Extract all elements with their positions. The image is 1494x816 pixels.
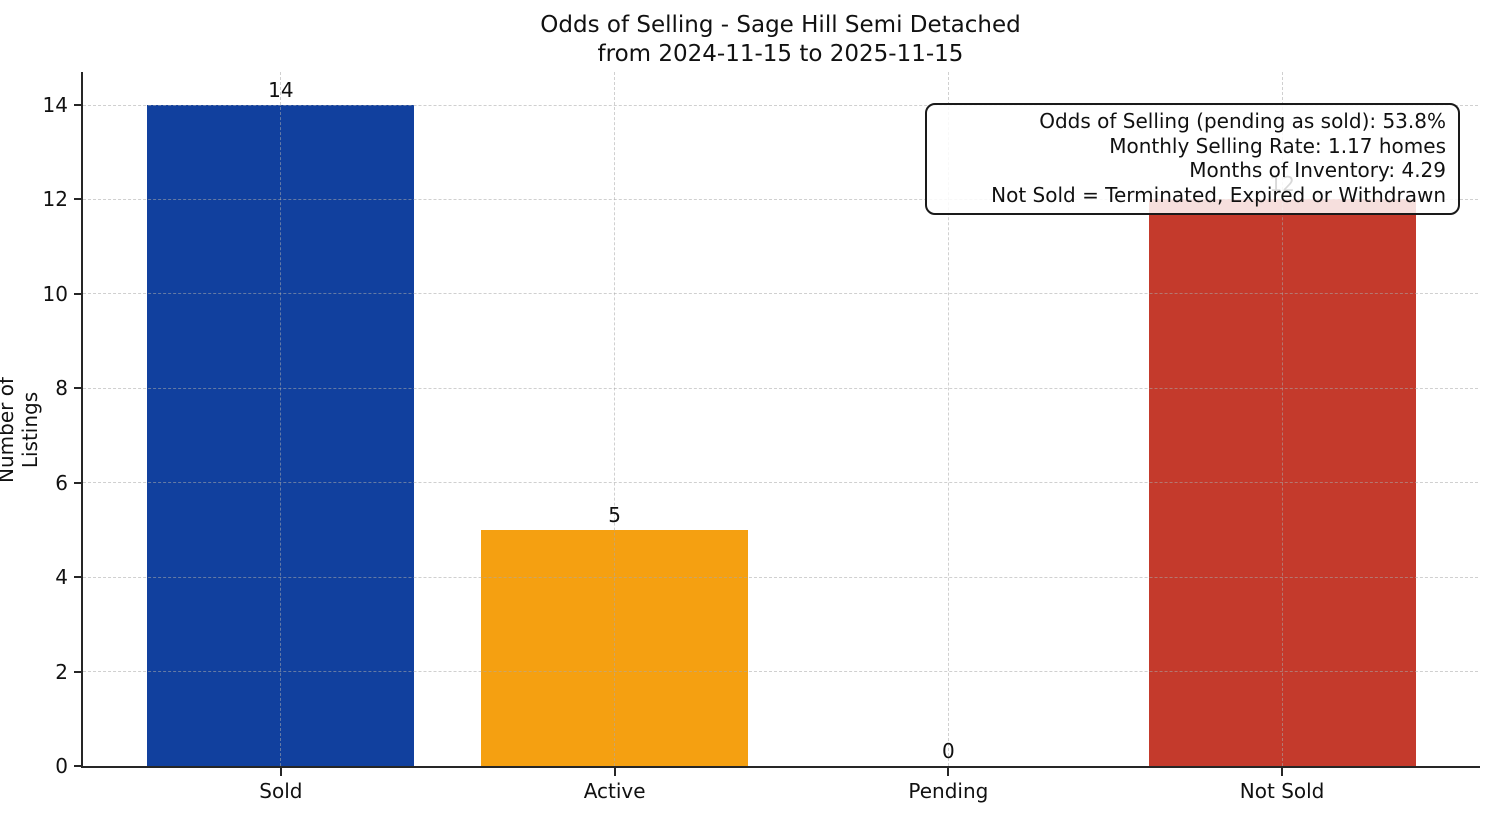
y-tick-mark xyxy=(74,387,83,390)
gridline-horizontal xyxy=(83,198,1478,200)
x-tick-mark-sold xyxy=(279,768,282,776)
stat-months-of-inventory: Months of Inventory: 4.29 xyxy=(1189,158,1446,182)
chart-title-line1: Odds of Selling - Sage Hill Semi Detache… xyxy=(540,12,1021,38)
y-tick-label: 6 xyxy=(55,470,68,495)
y-tick-label: 14 xyxy=(42,93,68,118)
y-tick-mark xyxy=(74,765,83,767)
chart-title: Odds of Selling - Sage Hill Semi Detache… xyxy=(83,11,1478,69)
gridline-horizontal xyxy=(83,387,1478,389)
stats-annotation-box: Odds of Selling (pending as sold): 53.8%… xyxy=(925,103,1460,215)
stat-odds-of-selling: Odds of Selling (pending as sold): 53.8% xyxy=(1039,109,1446,133)
y-tick-label: 0 xyxy=(55,754,68,778)
x-tick-label-active: Active xyxy=(583,779,646,803)
x-tick-label-not-sold: Not Sold xyxy=(1239,779,1325,803)
y-tick-label: 2 xyxy=(55,659,68,684)
gridline-horizontal xyxy=(83,671,1478,673)
gridline-horizontal xyxy=(83,104,1478,106)
x-tick-mark-pending xyxy=(947,768,950,776)
gridline-vertical xyxy=(1281,72,1283,766)
x-tick-label-sold: Sold xyxy=(259,779,303,803)
value-label-pending: 0 xyxy=(941,739,955,763)
y-tick-mark xyxy=(74,292,83,295)
gridline-vertical xyxy=(280,72,282,766)
y-tick-label: 12 xyxy=(42,187,68,212)
gridline-horizontal xyxy=(83,576,1478,578)
y-tick-mark xyxy=(74,670,83,673)
stat-not-sold-definition: Not Sold = Terminated, Expired or Withdr… xyxy=(991,182,1446,207)
value-label-active: 5 xyxy=(608,502,621,527)
y-tick-mark xyxy=(74,198,83,201)
gridline-vertical xyxy=(947,72,949,766)
stat-monthly-selling-rate: Monthly Selling Rate: 1.17 homes xyxy=(1109,133,1446,158)
y-tick-mark xyxy=(74,481,83,484)
y-tick-label: 4 xyxy=(55,565,68,590)
y-tick-mark xyxy=(74,104,83,107)
y-axis-spine xyxy=(81,72,83,768)
chart-title-line2: from 2024-11-15 to 2025-11-15 xyxy=(597,41,964,67)
x-axis-spine xyxy=(81,766,1480,768)
x-tick-mark-active xyxy=(613,768,616,776)
y-tick-label: 8 xyxy=(55,376,68,401)
y-tick-mark xyxy=(74,576,83,579)
x-tick-mark-not-sold xyxy=(1281,768,1284,776)
value-label-sold: 14 xyxy=(268,78,294,103)
x-tick-label-pending: Pending xyxy=(908,779,989,803)
gridline-vertical xyxy=(614,72,616,766)
gridline-horizontal xyxy=(83,482,1478,484)
y-tick-label: 10 xyxy=(42,281,68,306)
gridline-horizontal xyxy=(83,293,1478,295)
